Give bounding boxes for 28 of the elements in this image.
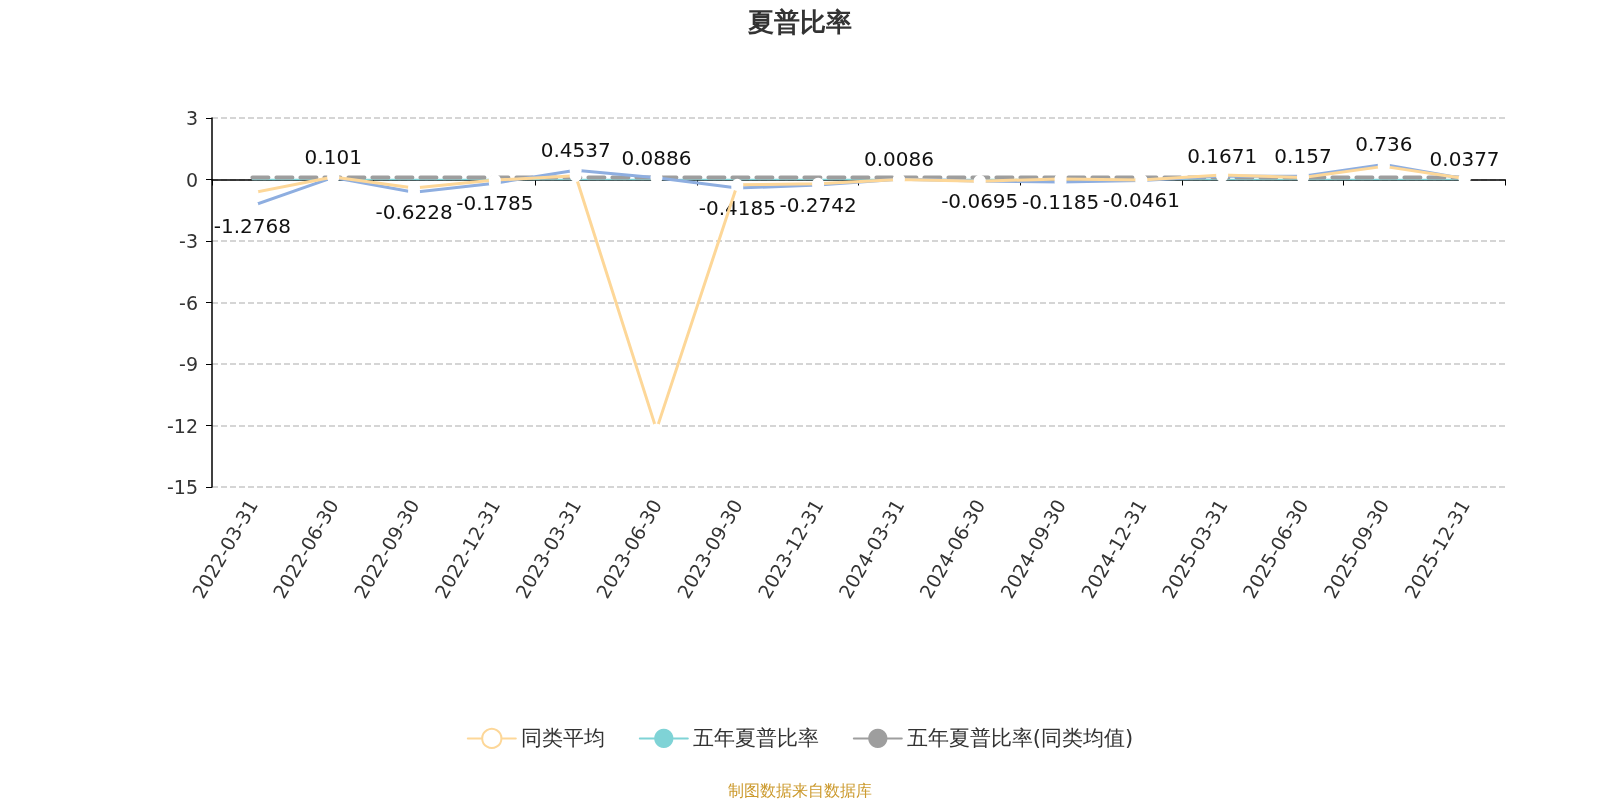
data-label: 0.101 [304,145,362,170]
data-label: -0.4185 [698,196,776,221]
data-label: 0.4537 [540,138,611,163]
y-tick-label: -6 [179,291,198,314]
legend-label: 五年夏普比率(同类均值) [906,726,1134,751]
data-label: 0.157 [1274,144,1332,169]
data-label: -0.0461 [1102,188,1180,213]
y-tick-label: -9 [179,353,198,375]
data-label: -0.1785 [456,191,534,216]
y-tick-label: -12 [166,414,198,437]
data-label: -1.2768 [213,213,292,238]
y-tick-label: -3 [179,230,198,252]
y-tick-label: 3 [185,107,198,129]
chart-title: 夏普比率 [747,7,852,37]
data-label: -0.6228 [375,200,453,225]
data-label: 0.0086 [863,147,934,172]
data-label: -0.0695 [941,188,1019,213]
data-label: 0.0377 [1429,146,1500,171]
data-label: 0.736 [1355,132,1413,157]
data-label: 0.1671 [1187,144,1258,169]
legend-label: 同类平均 [520,726,605,751]
data-label: 0.0886 [621,145,692,170]
y-tick-label: 0 [185,168,198,191]
data-label: -0.2742 [779,193,857,218]
data-label: -0.1185 [1021,189,1100,214]
text: 制图数据来自数据库 [728,780,872,800]
y-tick-label: -15 [166,476,198,498]
legend-label: 五年夏普比率 [692,726,819,751]
